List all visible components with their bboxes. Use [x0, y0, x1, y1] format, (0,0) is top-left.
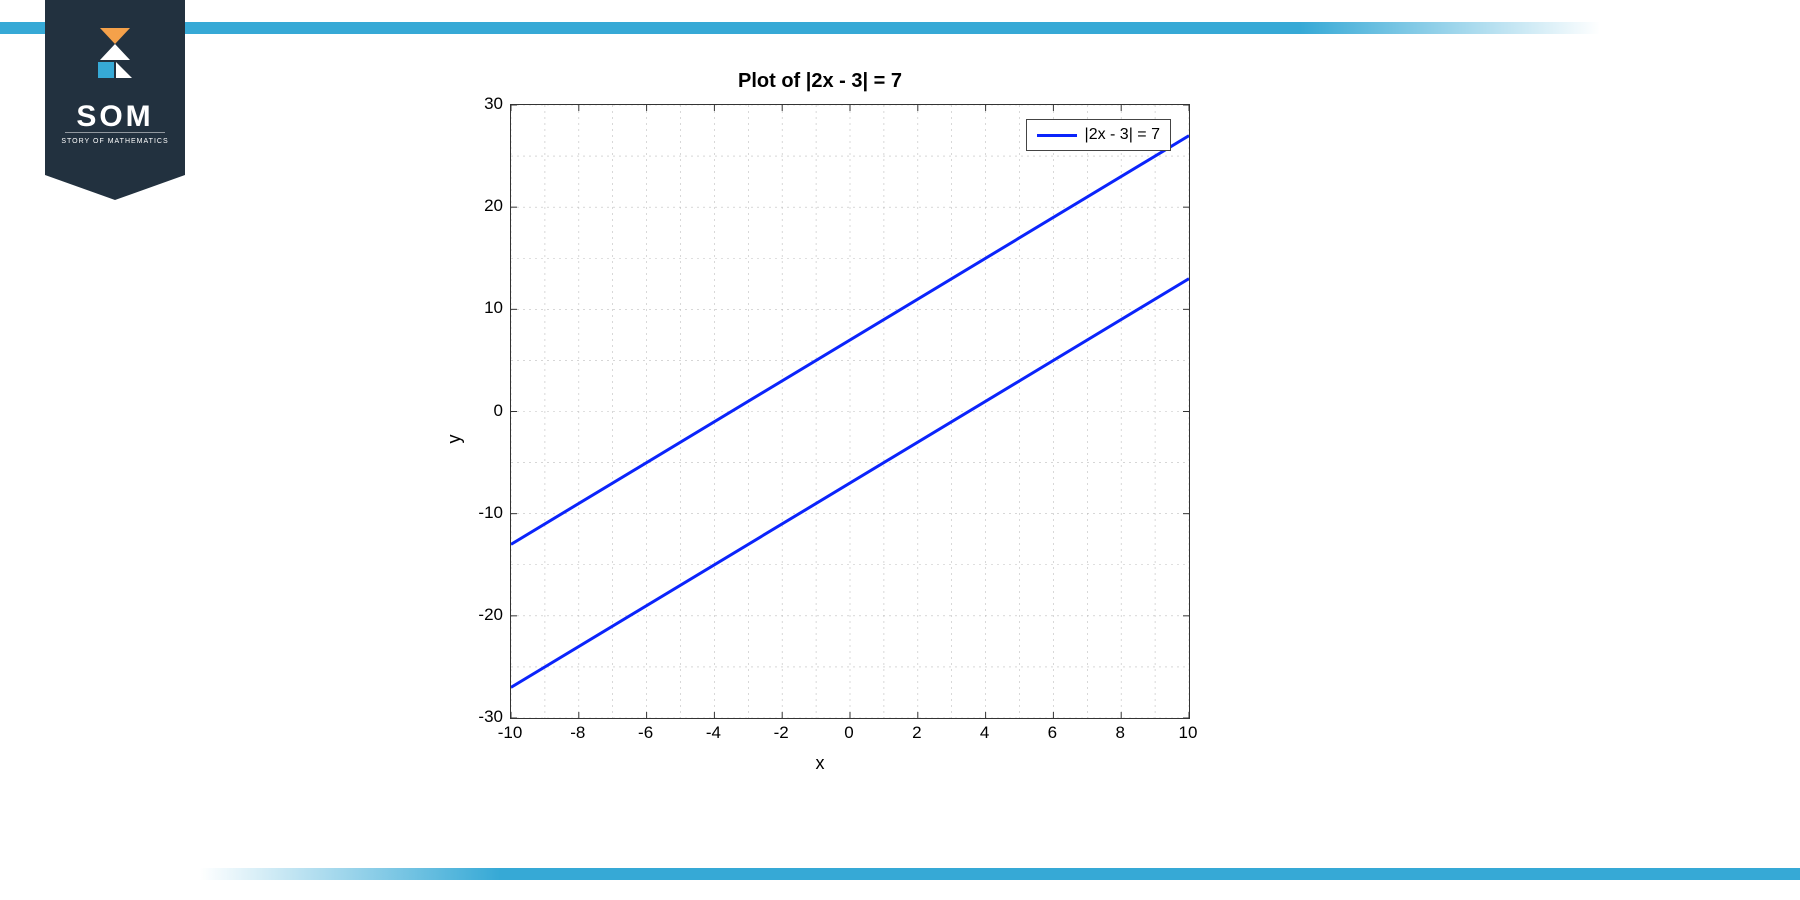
x-tick-label: -8 [570, 723, 585, 743]
top-accent-fade [1300, 22, 1800, 34]
plot-container: y x |2x - 3| = 7 -10-8-6-4-20246810-30-2… [440, 99, 1200, 779]
x-tick-label: 4 [980, 723, 989, 743]
plot-area: |2x - 3| = 7 [510, 104, 1190, 719]
y-axis-label: y [444, 435, 465, 444]
y-tick-label: 20 [458, 196, 503, 216]
brand-rule [65, 132, 165, 133]
legend-label: |2x - 3| = 7 [1085, 126, 1160, 144]
x-axis-label: x [816, 753, 825, 774]
legend-swatch [1037, 134, 1077, 137]
y-tick-label: -10 [458, 503, 503, 523]
y-tick-label: 10 [458, 298, 503, 318]
chart-container: Plot of |2x - 3| = 7 y x |2x - 3| = 7 -1… [440, 70, 1200, 810]
x-tick-label: -2 [774, 723, 789, 743]
x-tick-label: 0 [844, 723, 853, 743]
x-tick-label: -4 [706, 723, 721, 743]
y-tick-label: 0 [458, 401, 503, 421]
y-tick-label: -30 [458, 707, 503, 727]
chart-title: Plot of |2x - 3| = 7 [440, 70, 1200, 93]
x-tick-label: 8 [1115, 723, 1124, 743]
legend: |2x - 3| = 7 [1026, 119, 1171, 151]
brand-logo-icon [85, 28, 145, 88]
brand-badge: SOM STORY OF MATHEMATICS [45, 0, 185, 175]
y-tick-label: 30 [458, 94, 503, 114]
x-tick-label: 6 [1048, 723, 1057, 743]
x-tick-label: 10 [1179, 723, 1198, 743]
bottom-accent-fade [0, 868, 500, 880]
x-tick-label: 2 [912, 723, 921, 743]
brand-tagline: STORY OF MATHEMATICS [45, 138, 185, 145]
y-tick-label: -20 [458, 605, 503, 625]
brand-name: SOM [45, 100, 185, 134]
x-tick-label: -6 [638, 723, 653, 743]
plot-svg [511, 105, 1189, 718]
